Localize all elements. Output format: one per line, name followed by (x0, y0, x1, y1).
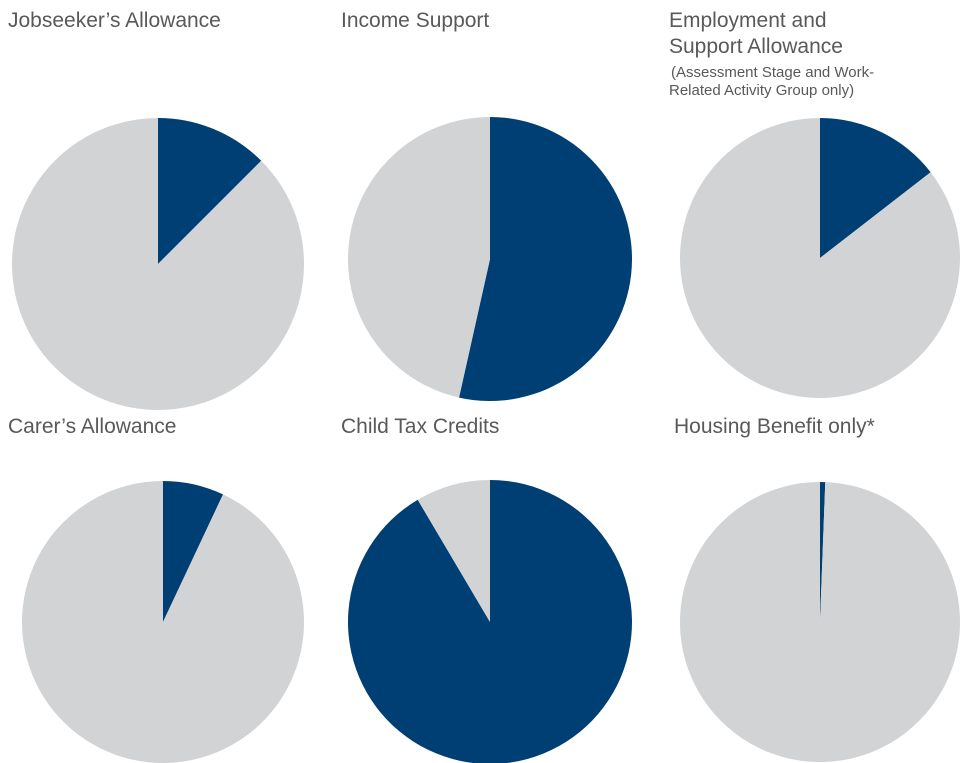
pie-title-3-line-1: Employment and (669, 9, 827, 32)
pie-subtitle-3-line-2: Related Activity Group only) (669, 82, 855, 99)
pie-title-6: Housing Benefit only* (674, 415, 875, 438)
pie-6-slice-2 (680, 482, 961, 763)
pie-3-slice-2 (679, 118, 960, 398)
pie-title-3-line-2: Support Allowance (669, 35, 843, 58)
pie-1-slice-1 (158, 118, 262, 264)
pie-5-slice-1 (348, 480, 632, 763)
pie-1-slice-2 (11, 118, 305, 410)
pie-6-slice-1 (820, 482, 826, 622)
pie-title-5: Child Tax Credits (341, 415, 500, 438)
pie-5-slice-2 (417, 480, 490, 622)
pie-title-2: Income Support (341, 9, 490, 32)
pie-2-slice-1 (459, 117, 633, 402)
pie-3-slice-1 (820, 118, 931, 258)
pie-subtitle-3-line-1: (Assessment Stage and Work- (671, 64, 875, 81)
pie-2-slice-2 (348, 117, 490, 398)
pie-4-slice-2 (21, 480, 304, 763)
pie-4-slice-1 (163, 481, 224, 622)
pie-title-4: Carer’s Allowance (8, 415, 177, 438)
pie-title-1: Jobseeker’s Allowance (8, 9, 221, 32)
